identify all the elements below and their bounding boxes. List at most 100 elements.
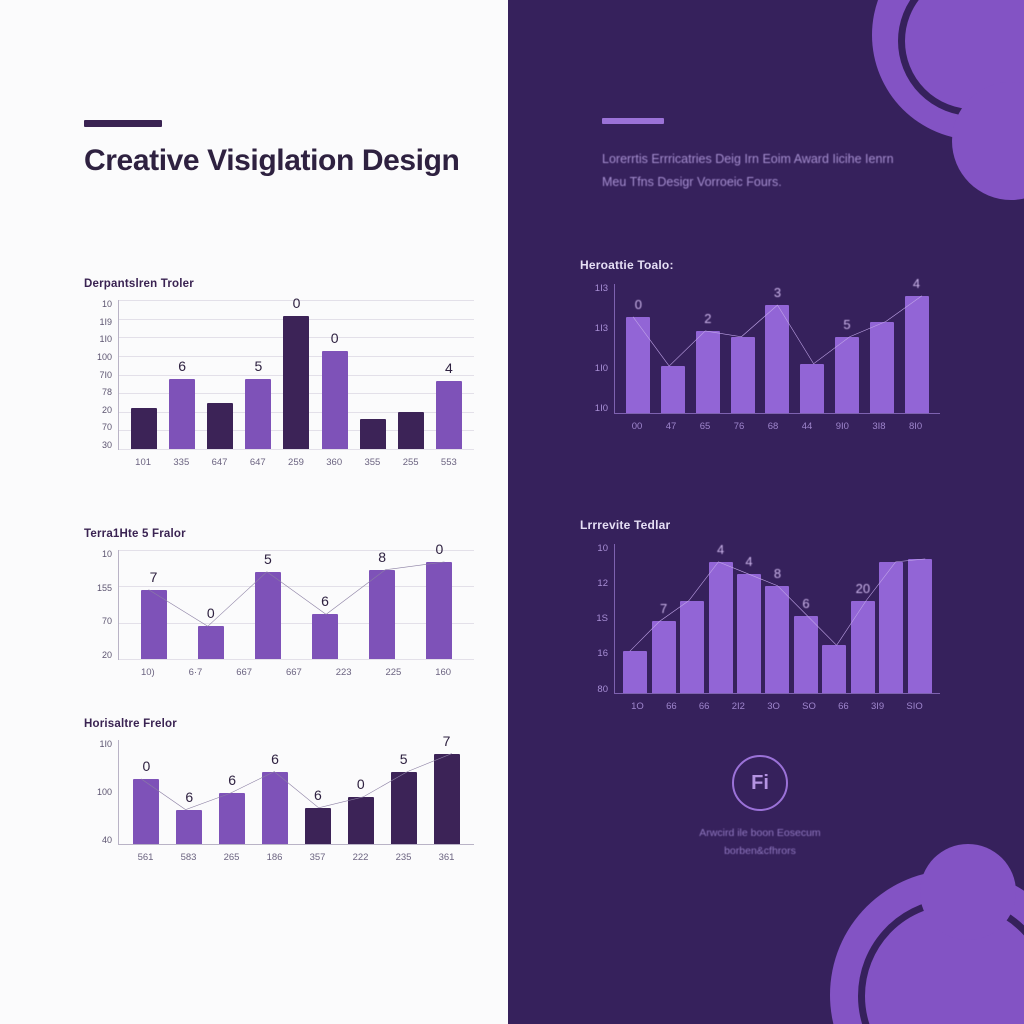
bar-value-label: 4	[445, 360, 453, 377]
chart-title: Heroattie Toalo:	[580, 258, 674, 272]
bar-item[interactable]: 4	[904, 276, 929, 413]
bar-item[interactable]	[397, 300, 424, 449]
bar[interactable]	[904, 295, 929, 413]
bar[interactable]	[626, 316, 651, 413]
bar[interactable]	[245, 378, 272, 449]
bar[interactable]	[680, 600, 705, 693]
bar[interactable]	[397, 412, 424, 449]
bar-item[interactable]: 5	[254, 550, 281, 659]
bar-item[interactable]: 0	[626, 284, 651, 413]
bar[interactable]	[737, 573, 762, 693]
bar-item[interactable]: 2	[695, 284, 720, 413]
bar[interactable]	[312, 614, 339, 659]
plot-area: 6 5 0 0 4	[118, 295, 474, 450]
x-tick-label: 360	[326, 457, 343, 468]
bar-item[interactable]: 6	[793, 544, 818, 693]
bar-item[interactable]: 7	[140, 550, 167, 659]
bar-item[interactable]: 5	[245, 300, 272, 449]
bar-item[interactable]: 0	[283, 295, 310, 449]
bar-item[interactable]: 5	[834, 284, 859, 413]
bar-item[interactable]	[359, 300, 386, 449]
bar-item[interactable]: 6	[176, 740, 203, 844]
bar[interactable]	[169, 378, 196, 449]
y-tick-label: 20	[101, 404, 112, 415]
bar-item[interactable]	[131, 300, 158, 449]
bar-item[interactable]: 5	[390, 740, 417, 844]
bar-item[interactable]: 4	[737, 544, 762, 693]
bar-item[interactable]: 0	[321, 300, 348, 449]
bar[interactable]	[907, 558, 932, 693]
bar[interactable]	[661, 366, 686, 413]
bar-item[interactable]: 4	[708, 542, 733, 693]
bar[interactable]	[695, 330, 720, 413]
bar[interactable]	[433, 753, 460, 844]
bar-item[interactable]	[822, 544, 847, 693]
bar[interactable]	[207, 402, 234, 449]
bar[interactable]	[347, 796, 374, 844]
bar-item[interactable]: 0	[133, 740, 160, 844]
page-title: Creative Visiglation Design	[84, 144, 460, 177]
bar-item[interactable]: 7	[651, 544, 676, 693]
bar-item[interactable]	[800, 284, 825, 413]
bar-item[interactable]: 0	[347, 740, 374, 844]
bar-item[interactable]: 6	[262, 740, 289, 844]
bar[interactable]	[321, 351, 348, 449]
bar[interactable]	[435, 381, 462, 449]
bar-item[interactable]: 8	[765, 544, 790, 693]
y-axis: 1I3 1I3 1I0 1I0	[580, 284, 614, 414]
bar-item[interactable]	[730, 284, 755, 413]
bar-item[interactable]	[869, 284, 894, 413]
bar[interactable]	[623, 651, 648, 693]
x-tick-label: 583	[180, 852, 197, 863]
bar[interactable]	[359, 419, 386, 449]
bar-item[interactable]: 8	[369, 549, 396, 659]
bar-item[interactable]: 20	[850, 544, 875, 693]
bar-item[interactable]: 6	[219, 740, 246, 844]
bar-item[interactable]	[207, 300, 234, 449]
bar-value-label: 6	[802, 595, 810, 611]
bar[interactable]	[390, 771, 417, 844]
bar[interactable]	[262, 771, 289, 844]
bar[interactable]	[850, 600, 875, 693]
bar-item[interactable]: 7	[433, 733, 460, 844]
bar[interactable]	[708, 561, 733, 693]
bar[interactable]	[800, 363, 825, 413]
bar[interactable]	[304, 807, 331, 844]
bar[interactable]	[140, 589, 167, 659]
bar-item[interactable]: 4	[435, 300, 462, 449]
bar-item[interactable]	[680, 544, 705, 693]
x-tick-label: 8I0	[908, 421, 923, 432]
bar-item[interactable]	[907, 544, 932, 693]
bar[interactable]	[651, 621, 676, 693]
x-tick-label: 335	[173, 457, 190, 468]
bar[interactable]	[822, 645, 847, 693]
bar-item[interactable]: 3	[765, 284, 790, 413]
bar[interactable]	[426, 561, 453, 659]
bar[interactable]	[133, 778, 160, 844]
bar-item[interactable]: 0	[197, 550, 224, 659]
bar[interactable]	[219, 793, 246, 844]
bar[interactable]	[131, 408, 158, 449]
bar[interactable]	[730, 336, 755, 413]
x-tick-label: 76	[733, 421, 745, 432]
bar[interactable]	[834, 336, 859, 413]
bar[interactable]	[176, 809, 203, 844]
bar-item[interactable]	[623, 544, 648, 693]
left-panel: Creative Visiglation Design Derpantslren…	[0, 0, 508, 1024]
bar[interactable]	[765, 585, 790, 693]
bar[interactable]	[765, 305, 790, 413]
bar[interactable]	[369, 569, 396, 659]
bar[interactable]	[879, 561, 904, 693]
bar[interactable]	[254, 571, 281, 659]
bar[interactable]	[197, 626, 224, 659]
bar[interactable]	[793, 615, 818, 693]
bar-item[interactable]: 0	[426, 541, 453, 659]
bar-item[interactable]: 6	[312, 550, 339, 659]
bar[interactable]	[283, 316, 310, 449]
bar-value-label: 6	[321, 593, 329, 610]
bar[interactable]	[869, 321, 894, 413]
bar-item[interactable]	[879, 544, 904, 693]
bar-item[interactable]	[661, 284, 686, 413]
bar-item[interactable]: 6	[304, 740, 331, 844]
bar-item[interactable]: 6	[169, 300, 196, 449]
